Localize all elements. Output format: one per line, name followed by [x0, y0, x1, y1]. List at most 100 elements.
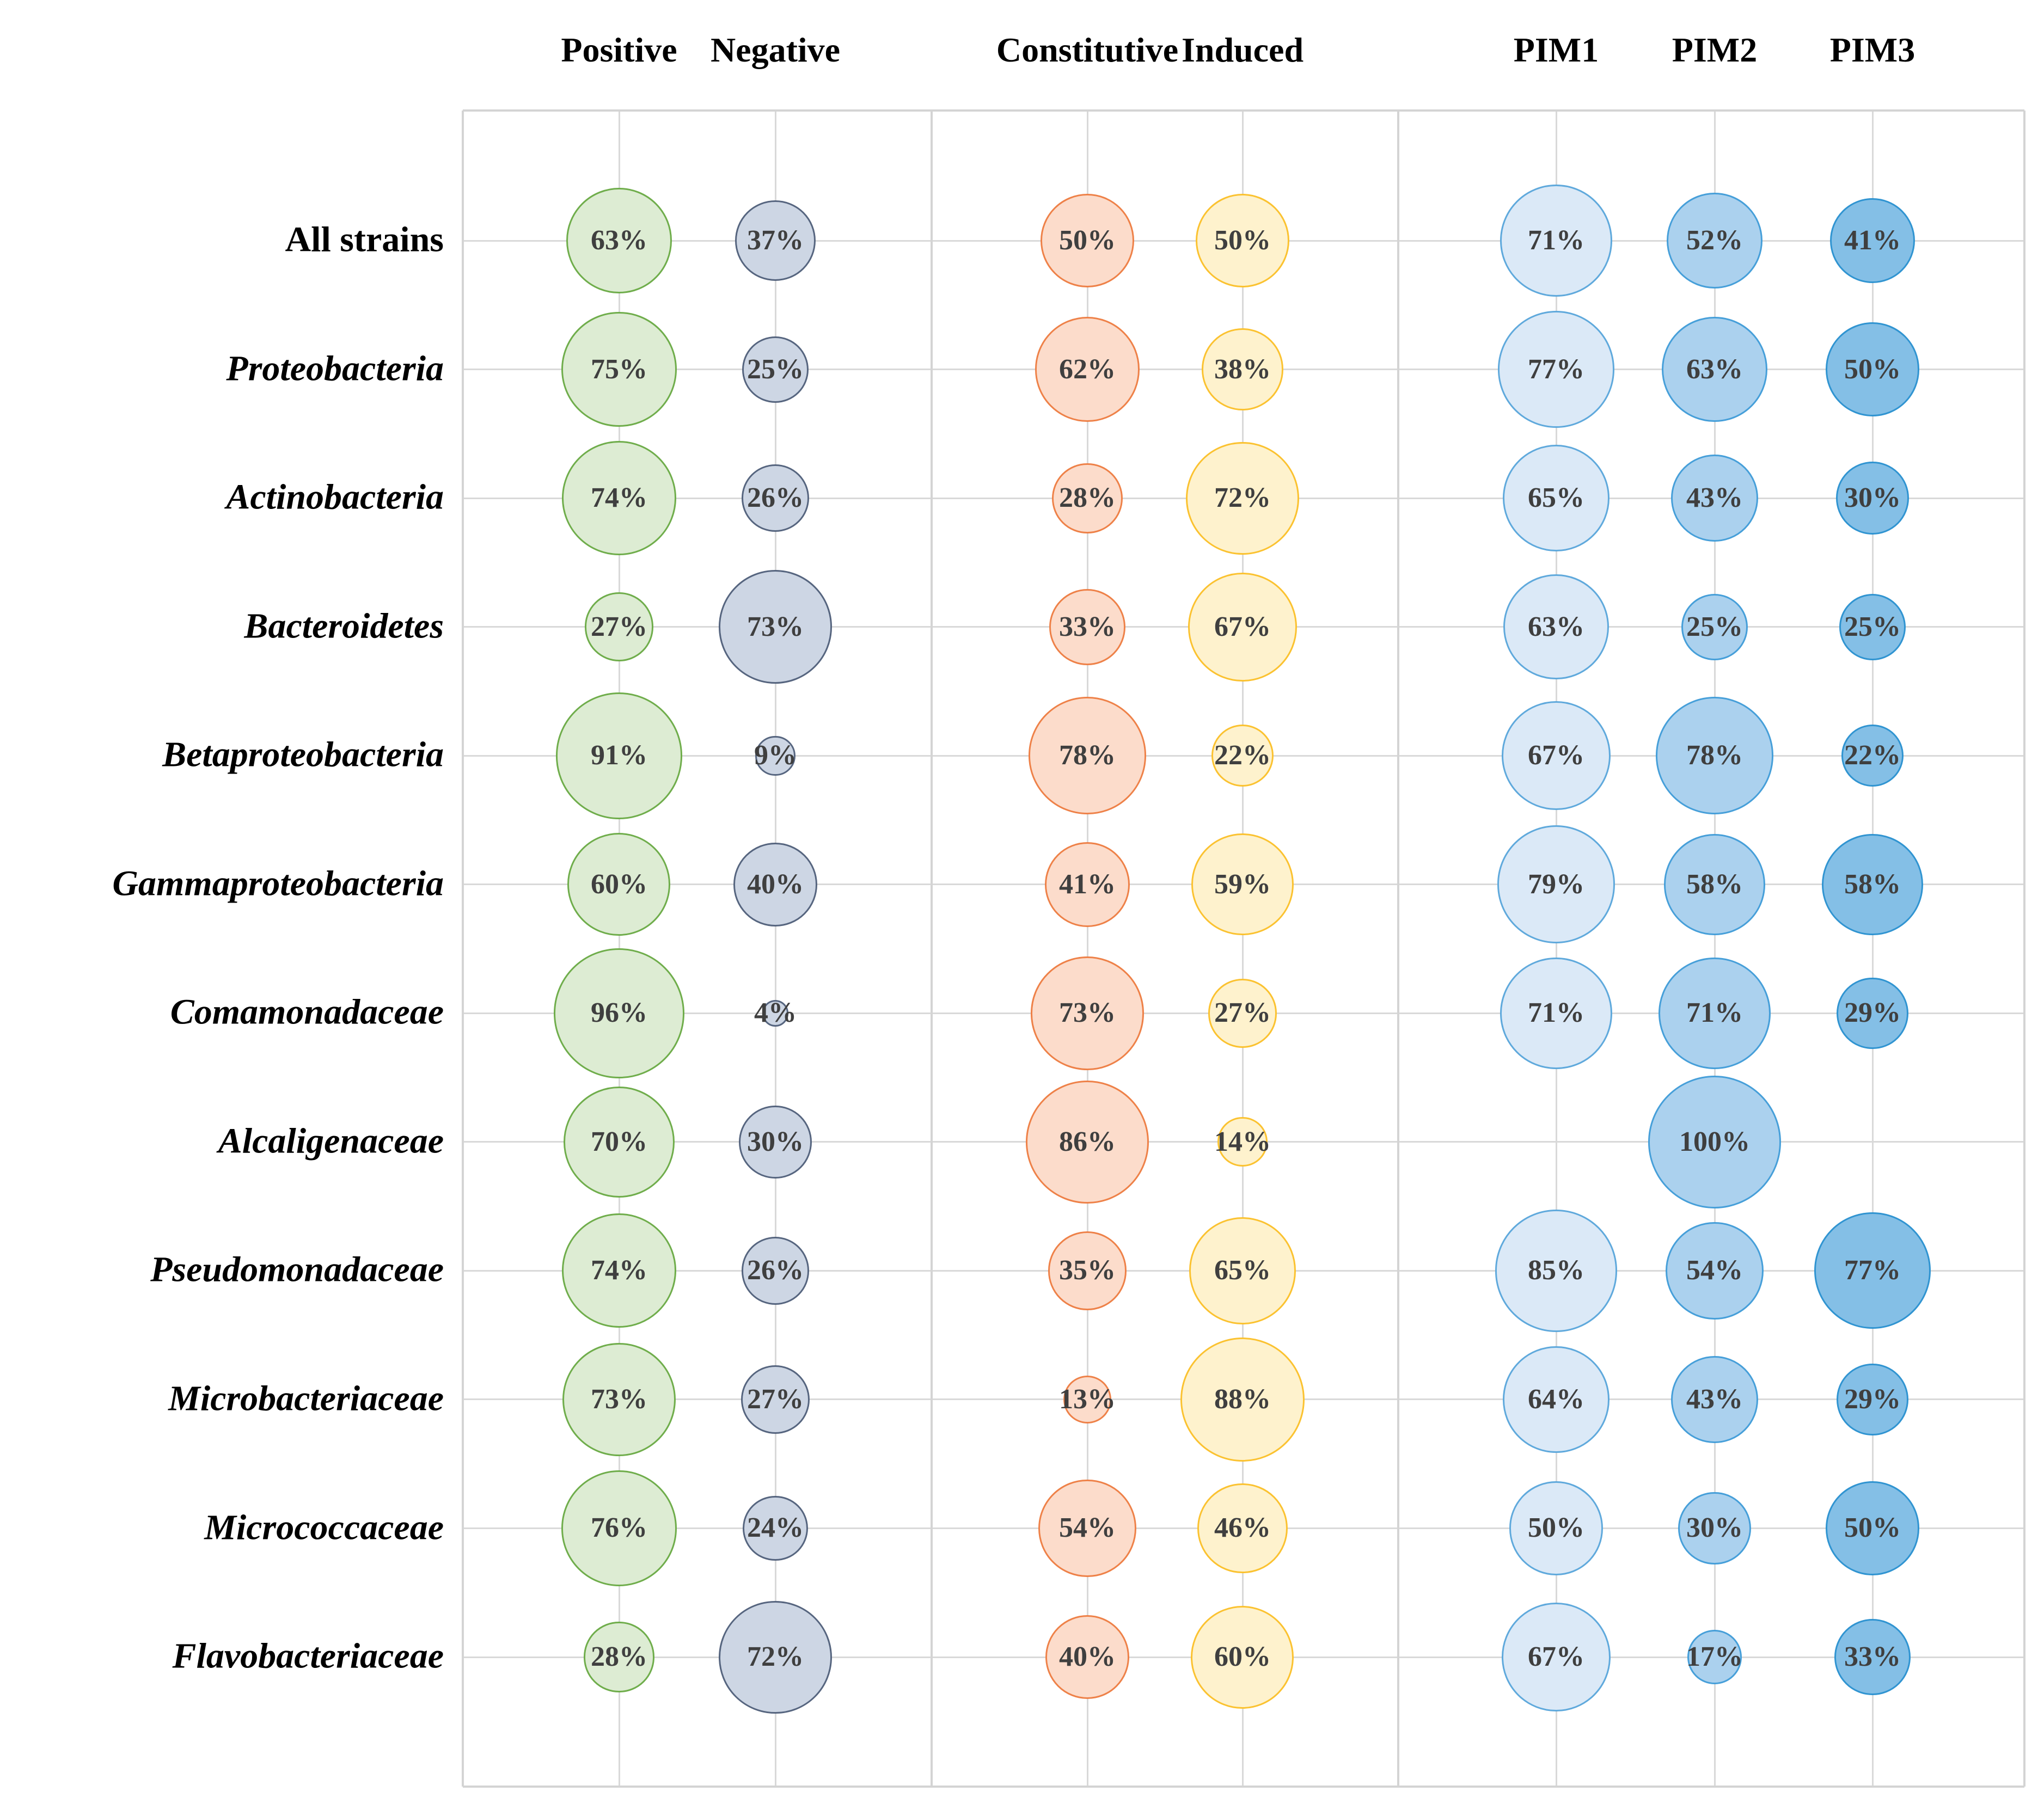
column-header-pim1: PIM1 [1513, 30, 1599, 69]
bubble-value-label: 25% [1686, 611, 1743, 642]
bubble-value-label: 50% [1844, 1512, 1901, 1544]
bubble-value-label: 71% [1527, 224, 1584, 256]
bubble-positive-alcaligenaceae: 70% [563, 1086, 675, 1198]
bubble-value-label: 72% [746, 1641, 804, 1673]
gridline-column-negative [774, 111, 776, 1787]
bubble-constitutive-comamonadaceae: 73% [1030, 956, 1145, 1070]
bubble-pim1-comamonadaceae: 71% [1500, 957, 1612, 1070]
bubble-value-label: 67% [1527, 1641, 1584, 1673]
bubble-negative-proteobacteria: 25% [742, 336, 809, 403]
bubble-value-label: 73% [590, 1383, 647, 1415]
bubble-value-label: 71% [1527, 997, 1584, 1029]
bubble-value-label: 50% [1214, 224, 1271, 256]
bubble-value-label: 30% [1686, 1512, 1743, 1544]
bubble-positive-actinobacteria: 74% [562, 441, 676, 556]
bubble-induced-gammaproteobacteria: 59% [1191, 833, 1294, 936]
bubble-value-label: 14% [1214, 1126, 1271, 1157]
bubble-induced-flavobacteriaceae: 60% [1191, 1605, 1294, 1709]
row-label-betaproteobacteria: Betaproteobacteria [162, 734, 444, 775]
bubble-value-label: 29% [1844, 997, 1901, 1029]
plot-border-left [462, 111, 464, 1787]
gridline-column-induced [1241, 111, 1244, 1787]
bubble-value-label: 78% [1686, 740, 1743, 771]
bubble-value-label: 54% [1058, 1512, 1116, 1544]
bubble-value-label: 27% [1214, 997, 1271, 1029]
bubble-induced-microbacteriaceae: 88% [1180, 1337, 1305, 1462]
bubble-value-label: 71% [1686, 997, 1743, 1029]
bubble-pim2-comamonadaceae: 71% [1659, 957, 1771, 1070]
bubble-value-label: 59% [1214, 868, 1271, 900]
bubble-value-label: 40% [746, 868, 804, 900]
bubble-negative-micrococcaceae: 24% [743, 1495, 808, 1561]
bubble-pim1-actinobacteria: 65% [1502, 444, 1610, 552]
bubble-pim3-flavobacteriaceae: 33% [1834, 1618, 1911, 1696]
bubble-value-label: 79% [1527, 868, 1584, 900]
row-label-all-strains: All strains [285, 219, 444, 260]
bubble-value-label: 26% [746, 1255, 804, 1286]
bubble-value-label: 72% [1214, 482, 1271, 514]
bubble-value-label: 27% [590, 611, 647, 642]
bubble-value-label: 22% [1214, 740, 1271, 771]
gridline-column-pim2 [1713, 111, 1716, 1787]
bubble-value-label: 63% [1686, 353, 1743, 385]
bubble-pim2-proteobacteria: 63% [1662, 316, 1767, 422]
bubble-positive-gammaproteobacteria: 60% [567, 833, 671, 936]
bubble-value-label: 46% [1214, 1512, 1271, 1544]
bubble-induced-alcaligenaceae: 14% [1214, 1117, 1271, 1167]
bubble-pim3-all-strains: 41% [1829, 198, 1916, 284]
bubble-pim3-gammaproteobacteria: 58% [1822, 833, 1923, 935]
bubble-value-label: 65% [1214, 1255, 1271, 1286]
bubble-induced-all-strains: 50% [1195, 193, 1290, 288]
bubble-value-label: 50% [1844, 353, 1901, 385]
bubble-value-label: 60% [1214, 1641, 1271, 1673]
bubble-value-label: 62% [1058, 353, 1116, 385]
bubble-constitutive-microbacteriaceae: 13% [1059, 1375, 1116, 1424]
bubble-pim1-pseudomonadaceae: 85% [1495, 1209, 1618, 1332]
bubble-constitutive-bacteroidetes: 33% [1049, 588, 1126, 665]
bubble-value-label: 30% [746, 1126, 804, 1157]
bubble-negative-all-strains: 37% [735, 200, 816, 281]
bubble-value-label: 74% [590, 1255, 647, 1286]
row-label-flavobacteriaceae: Flavobacteriaceae [172, 1636, 444, 1676]
bubble-value-label: 74% [590, 482, 647, 514]
bubble-negative-gammaproteobacteria: 40% [733, 842, 818, 927]
row-label-gammaproteobacteria: Gammaproteobacteria [112, 863, 444, 904]
bubble-pim3-betaproteobacteria: 22% [1841, 724, 1904, 787]
gridline-column-pim3 [1871, 111, 1874, 1787]
bubble-pim2-all-strains: 52% [1667, 193, 1763, 289]
bubble-pim3-micrococcaceae: 50% [1825, 1481, 1920, 1575]
bubble-pim1-betaproteobacteria: 67% [1502, 701, 1611, 811]
bubble-pim2-micrococcaceae: 30% [1678, 1492, 1751, 1565]
bubble-pim2-actinobacteria: 43% [1670, 455, 1758, 542]
bubble-negative-alcaligenaceae: 30% [739, 1106, 812, 1179]
bubble-pim2-microbacteriaceae: 43% [1670, 1355, 1758, 1443]
bubble-constitutive-gammaproteobacteria: 41% [1044, 842, 1130, 927]
plot-border-right [2023, 111, 2025, 1787]
bubble-constitutive-betaproteobacteria: 78% [1029, 697, 1146, 814]
bubble-value-label: 9% [754, 740, 797, 771]
bubble-value-label: 77% [1844, 1255, 1901, 1286]
bubble-constitutive-proteobacteria: 62% [1035, 317, 1140, 422]
bubble-negative-flavobacteriaceae: 72% [719, 1600, 832, 1714]
bubble-value-label: 77% [1527, 353, 1584, 385]
bubble-positive-betaproteobacteria: 91% [555, 692, 683, 819]
bubble-pim2-flavobacteriaceae: 17% [1686, 1629, 1743, 1685]
bubble-value-label: 100% [1679, 1126, 1750, 1157]
bubble-value-label: 41% [1844, 224, 1901, 256]
bubble-value-label: 86% [1058, 1126, 1116, 1157]
bubble-induced-comamonadaceae: 27% [1208, 978, 1277, 1048]
bubble-induced-bacteroidetes: 67% [1188, 572, 1297, 682]
bubble-value-label: 67% [1214, 611, 1271, 642]
bubble-pim3-pseudomonadaceae: 77% [1814, 1212, 1931, 1329]
bubble-constitutive-all-strains: 50% [1040, 193, 1135, 288]
bubble-value-label: 63% [590, 224, 647, 256]
bubble-value-label: 24% [746, 1512, 804, 1544]
column-header-positive: Positive [561, 30, 677, 69]
bubble-induced-micrococcaceae: 46% [1197, 1483, 1288, 1574]
bubble-value-label: 29% [1844, 1383, 1901, 1415]
column-header-pim3: PIM3 [1829, 30, 1916, 69]
bubble-negative-microbacteriaceae: 27% [741, 1365, 810, 1434]
bubble-positive-bacteroidetes: 27% [584, 592, 654, 662]
bubble-value-label: 88% [1214, 1383, 1271, 1415]
bubble-value-label: 17% [1686, 1641, 1743, 1673]
